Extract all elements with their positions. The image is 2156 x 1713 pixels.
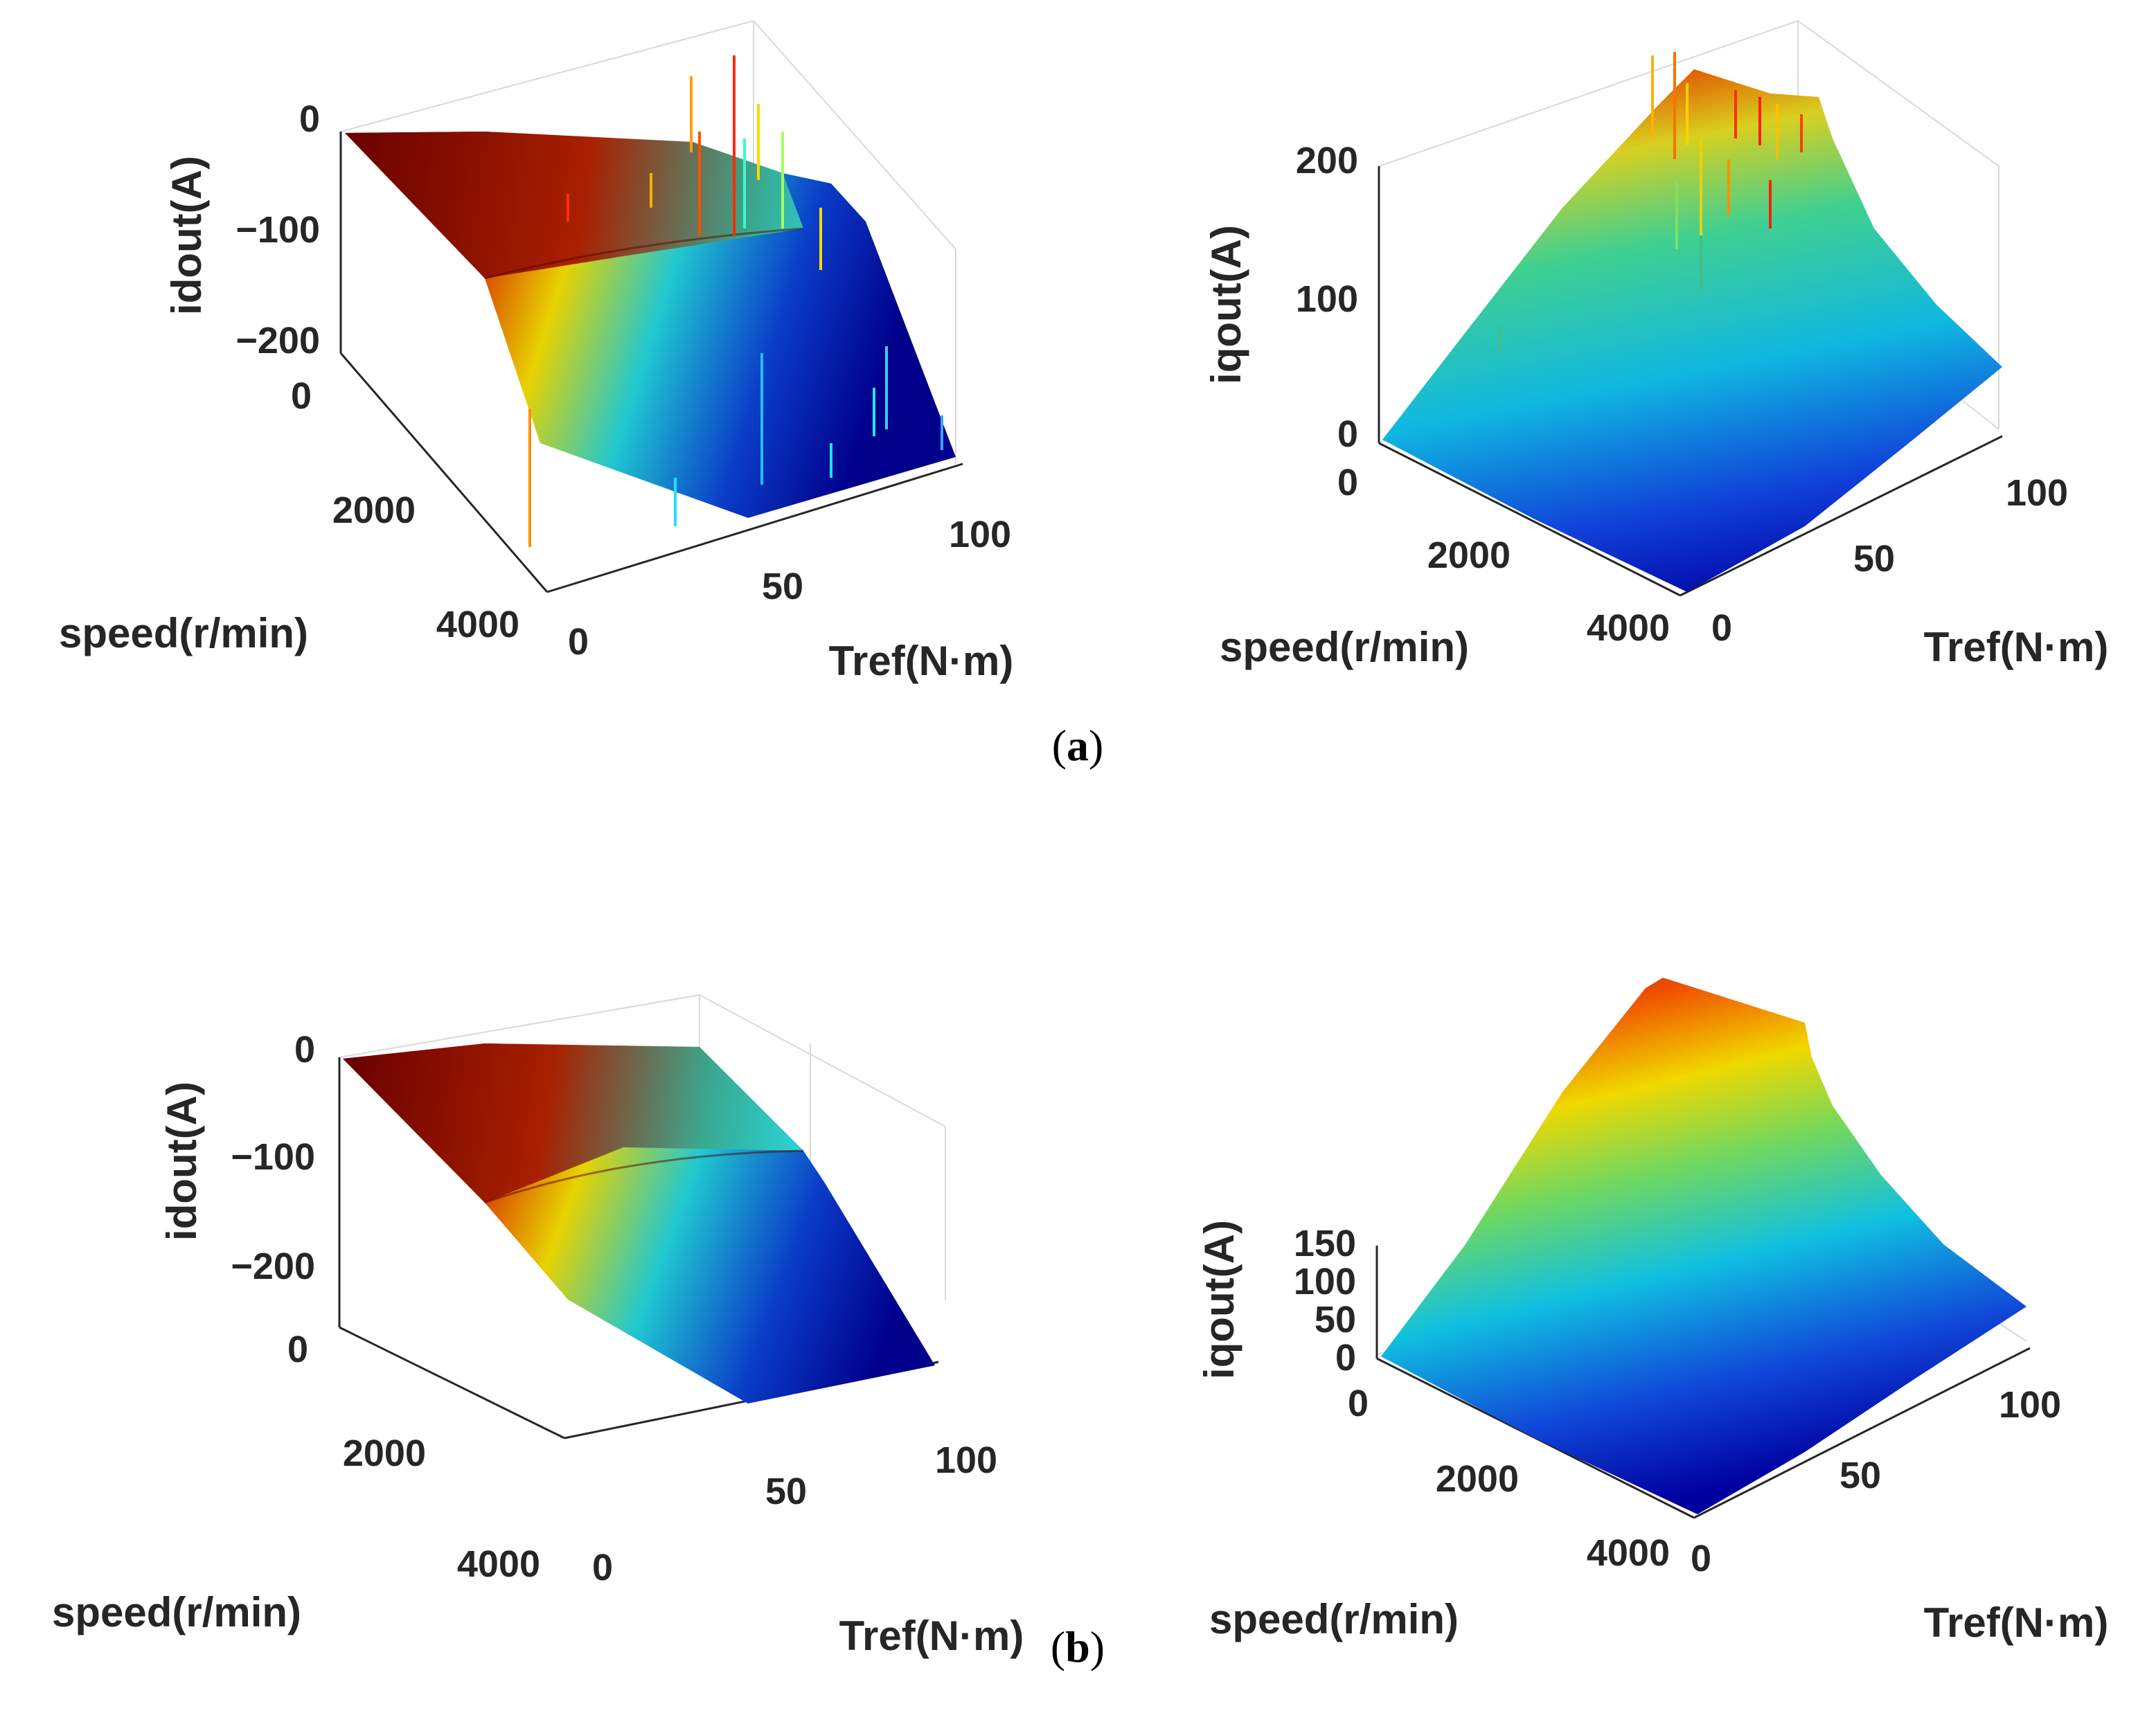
x-tick-1: 50	[1839, 1455, 1881, 1496]
z-axis-label: idout(A)	[159, 1082, 205, 1241]
z-tick-1: 50	[1315, 1299, 1356, 1340]
x-tick-2: 100	[2006, 472, 2068, 514]
z-tick-1: −100	[235, 209, 320, 251]
chart-a-idout-svg: 0 −100 −200 0 2000 4000 0 50 100 idout(A…	[59, 20, 1014, 684]
z-axis-label: iqout(A)	[1196, 1220, 1242, 1379]
x-ticks: 0 50 100	[568, 514, 1011, 663]
chart-a-idout: 0 −100 −200 0 2000 4000 0 50 100 idout(A…	[0, 0, 1078, 857]
y-tick-1: 2000	[332, 490, 416, 531]
z-tick-0: 0	[1335, 1337, 1356, 1379]
x-ticks: 0 50 100	[1711, 472, 2068, 649]
y-tick-2: 4000	[457, 1543, 540, 1584]
z-tick-2: −200	[235, 320, 320, 361]
y-ticks: 0 2000 4000	[1348, 1383, 1670, 1574]
chart-a-iqout: 200 100 0 0 2000 4000 0 50 100 iqout(A) …	[1078, 0, 2155, 857]
surface	[1381, 978, 2026, 1514]
x-axis-label: Tref(N·m)	[1924, 1599, 2109, 1646]
z-ticks: 150 100 50 0	[1294, 1223, 1356, 1379]
x-tick-0: 0	[1711, 607, 1732, 649]
spikes	[1499, 52, 1803, 353]
y-tick-1: 2000	[1436, 1458, 1519, 1500]
x-tick-0: 0	[568, 621, 589, 663]
z-ticks: 0 −100 −200	[231, 1029, 315, 1287]
x-tick-0: 0	[592, 1547, 613, 1584]
y-tick-2: 4000	[1587, 1532, 1670, 1574]
x-tick-2: 100	[1999, 1384, 2061, 1426]
z-tick-3: 150	[1294, 1223, 1356, 1264]
axes-lines	[1378, 166, 2003, 597]
y-ticks: 0 2000 4000	[287, 1329, 540, 1584]
y-ticks: 0 2000 4000	[1337, 462, 1670, 649]
surface	[343, 1043, 935, 1403]
z-tick-2: −200	[231, 1246, 315, 1287]
chart-a-iqout-svg: 200 100 0 0 2000 4000 0 50 100 iqout(A) …	[1203, 20, 2109, 670]
z-tick-2: 100	[1294, 1261, 1356, 1302]
chart-b-iqout: 150 100 50 0 0 2000 4000 0 50 100 iqout(…	[1078, 857, 2155, 1713]
y-tick-1: 2000	[343, 1433, 426, 1474]
z-ticks: 200 100 0	[1296, 140, 1358, 455]
z-tick-2: 200	[1296, 140, 1358, 181]
y-axis-label: speed(r/min)	[1220, 624, 1469, 670]
surface	[1382, 69, 2002, 592]
caption-b: (b)	[1050, 1622, 1105, 1671]
spikes	[528, 55, 943, 547]
y-tick-0: 0	[1348, 1383, 1369, 1424]
z-tick-0: 0	[299, 98, 320, 140]
x-tick-1: 50	[762, 566, 803, 607]
y-tick-0: 0	[287, 1329, 308, 1370]
z-tick-0: 0	[294, 1029, 315, 1070]
x-axis-label: Tref(N·m)	[829, 638, 1014, 684]
z-tick-1: 100	[1296, 278, 1358, 320]
x-axis-label: Tref(N·m)	[839, 1613, 1024, 1659]
x-ticks: 0 50 100	[1691, 1384, 2061, 1579]
z-tick-1: −100	[231, 1136, 315, 1178]
x-tick-1: 50	[765, 1471, 807, 1512]
x-ticks: 0 50 100	[592, 1440, 997, 1584]
chart-b-idout-svg: 0 −100 −200 0 2000 4000 0 50 100 idout(A…	[159, 994, 997, 1584]
y-axis-label: speed(r/min)	[1209, 1596, 1459, 1642]
y-tick-0: 0	[1337, 462, 1358, 503]
y-axis-label: speed(r/min)	[59, 610, 308, 656]
y-tick-1: 2000	[1427, 535, 1511, 576]
surface	[345, 132, 956, 518]
z-axis-label: idout(A)	[163, 156, 210, 315]
y-tick-2: 4000	[436, 604, 519, 645]
y-tick-2: 4000	[1587, 607, 1670, 649]
x-tick-1: 50	[1853, 538, 1895, 580]
chart-b-idout: 0 −100 −200 0 2000 4000 0 50 100 idout(A…	[0, 857, 1078, 1713]
z-axis-label: iqout(A)	[1203, 225, 1249, 384]
y-axis-label: speed(r/min)	[52, 1589, 301, 1635]
x-axis-label: Tref(N·m)	[1924, 624, 2109, 670]
chart-b-iqout-svg: 150 100 50 0 0 2000 4000 0 50 100 iqout(…	[1196, 978, 2061, 1579]
caption-a: (a)	[1051, 721, 1104, 770]
axes-lines	[339, 132, 963, 593]
y-ticks: 0 2000 4000	[291, 375, 519, 645]
y-tick-0: 0	[291, 375, 312, 417]
z-tick-0: 0	[1337, 413, 1358, 455]
x-tick-2: 100	[935, 1440, 997, 1481]
z-ticks: 0 −100 −200	[235, 98, 320, 361]
x-tick-2: 100	[949, 514, 1011, 555]
x-tick-0: 0	[1691, 1538, 1711, 1579]
